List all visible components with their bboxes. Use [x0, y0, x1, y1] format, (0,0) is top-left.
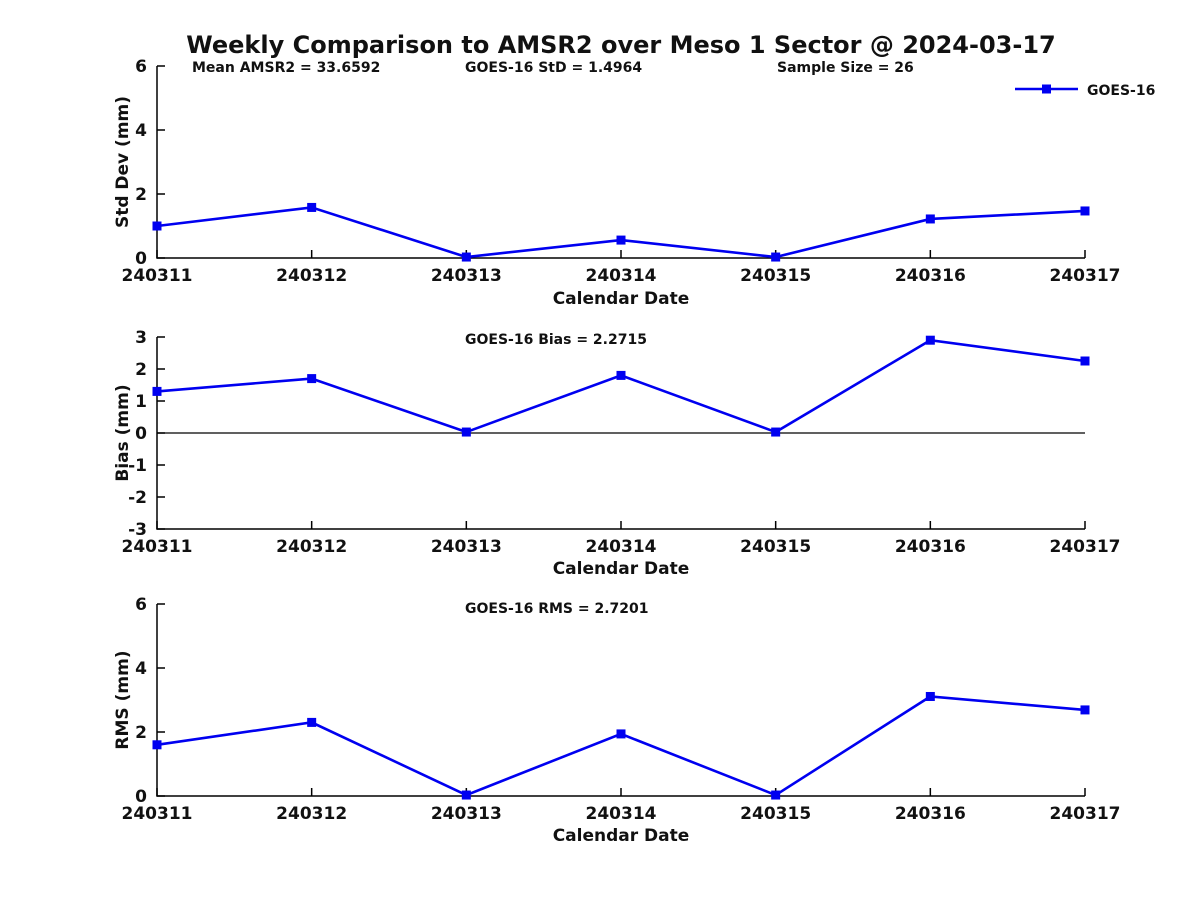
ylabel-stddev: Std Dev (mm): [113, 96, 133, 228]
x-tick-label: 240312: [276, 537, 347, 557]
annotation-sample-size: Sample Size = 26: [777, 60, 914, 76]
data-point-marker: [1080, 356, 1090, 366]
x-tick-label: 240311: [122, 266, 193, 286]
annotation-goes16-bias: GOES-16 Bias = 2.2715: [465, 332, 647, 348]
data-point-marker: [152, 221, 162, 231]
y-tick-label: 0: [135, 787, 147, 807]
data-point-marker: [771, 252, 781, 262]
x-tick-label: 240314: [586, 804, 657, 824]
annotation-goes16-rms: GOES-16 RMS = 2.7201: [465, 601, 649, 617]
x-tick-label: 240311: [122, 537, 193, 557]
ylabel-bias: Bias (mm): [113, 384, 133, 481]
x-tick-label: 240317: [1050, 537, 1121, 557]
legend-label: GOES-16: [1087, 83, 1155, 99]
x-tick-label: 240314: [586, 537, 657, 557]
xlabel-bottom: Calendar Date: [553, 826, 690, 846]
data-point-marker: [461, 252, 471, 262]
x-tick-label: 240314: [586, 266, 657, 286]
x-tick-label: 240312: [276, 266, 347, 286]
x-tick-label: 240313: [431, 266, 502, 286]
data-point-marker: [1080, 705, 1090, 715]
data-point-marker: [771, 790, 781, 800]
y-tick-label: 6: [135, 57, 147, 77]
data-point-marker: [152, 740, 162, 750]
axis-lines: [156, 604, 1085, 797]
y-tick-label: 2: [135, 360, 147, 380]
axis-lines: [156, 66, 1085, 259]
series-line: [156, 695, 1086, 797]
y-tick-label: -2: [128, 488, 147, 508]
data-point-marker: [616, 235, 626, 245]
x-tick-label: 240315: [740, 804, 811, 824]
data-point-marker: [461, 427, 471, 437]
x-tick-label: 240316: [895, 804, 966, 824]
data-point-marker: [307, 717, 317, 727]
y-tick-label: 3: [135, 328, 147, 348]
y-tick-label: 2: [135, 723, 147, 743]
legend-square-marker-icon: [1042, 84, 1051, 94]
y-tick-label: 6: [135, 595, 147, 615]
x-tick-label: 240315: [740, 537, 811, 557]
data-point-marker: [771, 427, 781, 437]
x-tick-label: 240313: [431, 804, 502, 824]
x-tick-label: 240317: [1050, 266, 1121, 286]
annotation-goes16-std: GOES-16 StD = 1.4964: [465, 60, 642, 76]
xlabel-middle: Calendar Date: [553, 559, 690, 579]
y-tick-label: 0: [135, 249, 147, 269]
x-tick-label: 240317: [1050, 804, 1121, 824]
y-tick-label: 4: [135, 659, 147, 679]
x-tick-label: 240315: [740, 266, 811, 286]
xlabel-top: Calendar Date: [553, 289, 690, 309]
chart-1: -3 -2 -1 0 1 2 3 240311 240312 240313 240314 240315…: [122, 328, 1121, 557]
chart-2: 0 2 4 6 240311 240312 240313 240314 240315 240316…: [122, 595, 1121, 824]
y-tick-label: 2: [135, 185, 147, 205]
data-point-marker: [461, 790, 471, 800]
data-point-marker: [1080, 206, 1090, 216]
ylabel-rms: RMS (mm): [113, 650, 133, 749]
data-point-marker: [925, 691, 935, 701]
data-point-marker: [152, 386, 162, 396]
data-point-marker: [307, 374, 317, 384]
x-tick-label: 240311: [122, 804, 193, 824]
data-point-marker: [925, 335, 935, 345]
x-tick-label: 240316: [895, 266, 966, 286]
y-tick-label: -1: [128, 456, 147, 476]
annotation-mean-amsr2: Mean AMSR2 = 33.6592: [192, 60, 380, 76]
data-point-marker: [616, 729, 626, 739]
data-point-marker: [925, 214, 935, 224]
x-tick-label: 240312: [276, 804, 347, 824]
y-tick-label: 4: [135, 121, 147, 141]
y-tick-label: 0: [135, 424, 147, 444]
data-point-marker: [307, 202, 317, 212]
y-tick-label: -3: [128, 520, 147, 540]
series-line: [156, 338, 1086, 434]
figure-title: Weekly Comparison to AMSR2 over Meso 1 S…: [186, 31, 1055, 59]
legend: GOES-16: [1015, 83, 1155, 99]
x-tick-label: 240313: [431, 537, 502, 557]
x-tick-label: 240316: [895, 537, 966, 557]
y-tick-label: 1: [135, 392, 147, 412]
data-point-marker: [616, 370, 626, 380]
chart-0: 0 2 4 6 240311 240312 240313 240314 240315 240316…: [122, 57, 1121, 286]
series-line: [156, 206, 1086, 259]
